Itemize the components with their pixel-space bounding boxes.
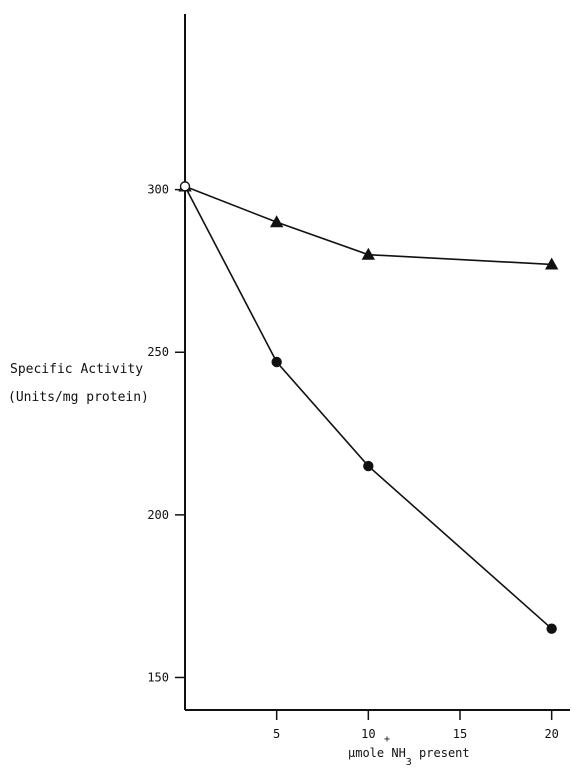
x-axis-title-prefix: μmole NH bbox=[348, 746, 406, 760]
x-tick-label: 5 bbox=[273, 727, 280, 741]
x-tick-label: 15 bbox=[453, 727, 467, 741]
series-line bbox=[184, 185, 552, 266]
x-axis-title-suffix: present bbox=[411, 746, 470, 760]
x-tick-label: 20 bbox=[544, 727, 558, 741]
series-layer bbox=[178, 179, 559, 634]
data-point-triangle bbox=[269, 215, 284, 228]
x-axis-title: μmole NH +3 present bbox=[348, 734, 470, 768]
y-axis-title-line-2: (Units/mg protein) bbox=[8, 390, 149, 405]
series-circle bbox=[179, 181, 557, 634]
y-tick-label: 200 bbox=[147, 508, 169, 522]
series-triangle bbox=[178, 179, 559, 270]
data-point-circle bbox=[179, 181, 191, 192]
y-tick-label: 300 bbox=[147, 183, 169, 197]
y-axis-title-line-1: Specific Activity bbox=[10, 362, 143, 377]
y-tick-label: 150 bbox=[147, 670, 169, 684]
tick-labels: 150 200 250 300 5 10 15 20 bbox=[147, 183, 559, 741]
series-line bbox=[184, 186, 553, 630]
x-axis-title-subscript: 3 bbox=[405, 757, 412, 769]
data-point-circle bbox=[546, 623, 557, 634]
data-point-circle bbox=[271, 356, 282, 368]
y-tick-label: 250 bbox=[147, 345, 169, 359]
data-point-triangle bbox=[544, 257, 559, 270]
x-tick-label: 10 bbox=[361, 727, 375, 741]
x-axis-title-superscript: + bbox=[384, 734, 391, 745]
ticks bbox=[175, 188, 553, 720]
axes bbox=[184, 14, 570, 711]
data-point-circle bbox=[363, 460, 374, 472]
data-point-triangle bbox=[361, 247, 376, 260]
